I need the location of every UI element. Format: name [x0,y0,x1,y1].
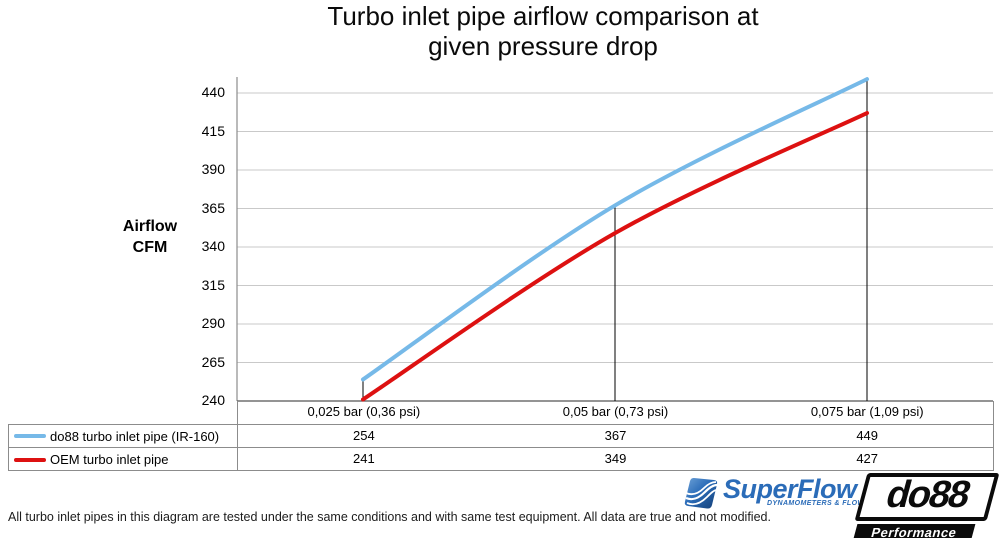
y-tick-label: 415 [201,122,225,139]
category-header-row: 0,025 bar (0,36 psi) 0,05 bar (0,73 psi)… [237,401,994,424]
superflow-wordmark: SuperFlow DYNAMOMETERS & FLOWBENCHES [723,474,902,508]
do88-value-2: 367 [604,428,627,443]
do88-value-3: 449 [856,428,879,443]
do88-name: do88 [881,473,974,516]
y-tick-label: 365 [201,199,225,216]
y-axis-label-line1: Airflow [122,218,178,235]
y-tick-label: 390 [201,161,225,177]
oem-value-1: 241 [352,451,375,466]
chart-title: Turbo inlet pipe airflow comparison at g… [86,1,1000,61]
series-line-oem [361,111,869,402]
y-axis-label-line2: CFM [132,239,168,256]
category-label: 0,075 bar (1,09 psi) [810,404,924,419]
table-body: do88 turbo inlet pipe (IR-160) 254 367 4… [8,424,994,471]
disclaimer-text: All turbo inlet pipes in this diagram ar… [8,510,771,524]
chart-title-line2: given pressure drop [428,31,658,61]
oem-value-3: 427 [856,451,879,466]
y-tick-label: 340 [201,238,225,254]
legend-cell-oem: OEM turbo inlet pipe [9,448,238,471]
do88-logo-box: do88 [854,473,1000,521]
do88-value-1: 254 [352,428,375,443]
category-label: 0,05 bar (0,73 psi) [562,404,669,419]
do88-series-swatch [14,434,46,438]
y-tick-label: 240 [201,392,225,408]
do88-performance-bar: Performance [852,524,976,538]
table-row-do88: do88 turbo inlet pipe (IR-160) 254 367 4… [9,425,993,448]
series-line-do88 [361,77,869,382]
superflow-name: SuperFlow [723,474,857,504]
superflow-tagline: DYNAMOMETERS & FLOWBENCHES [767,500,902,507]
y-tick-label: 315 [201,276,225,293]
superflow-logo: SuperFlow DYNAMOMETERS & FLOWBENCHES [683,476,901,513]
y-tick-label: 440 [201,84,225,100]
oem-series-label: OEM turbo inlet pipe [50,452,169,467]
legend-cell-do88: do88 turbo inlet pipe (IR-160) [9,425,238,447]
oem-value-2: 349 [604,451,627,466]
superflow-wave-icon [684,477,718,509]
oem-series-swatch [14,457,46,462]
y-axis-label: Airflow CFM [95,216,205,258]
do88-series-label: do88 turbo inlet pipe (IR-160) [50,428,220,444]
data-table: 0,025 bar (0,36 psi) 0,05 bar (0,73 psi)… [8,401,994,471]
category-label: 0,025 bar (0,36 psi) [307,404,421,419]
y-tick-label: 290 [201,315,225,331]
do88-logo: do88 Performance [849,473,1000,538]
y-tick-label: 265 [201,353,225,370]
y-axis-tick-labels: 240 265 290 315 340 365 390 415 440 [150,0,225,420]
chart-title-line1: Turbo inlet pipe airflow comparison at [327,1,759,31]
table-row-oem: OEM turbo inlet pipe 241 349 427 [9,448,993,471]
